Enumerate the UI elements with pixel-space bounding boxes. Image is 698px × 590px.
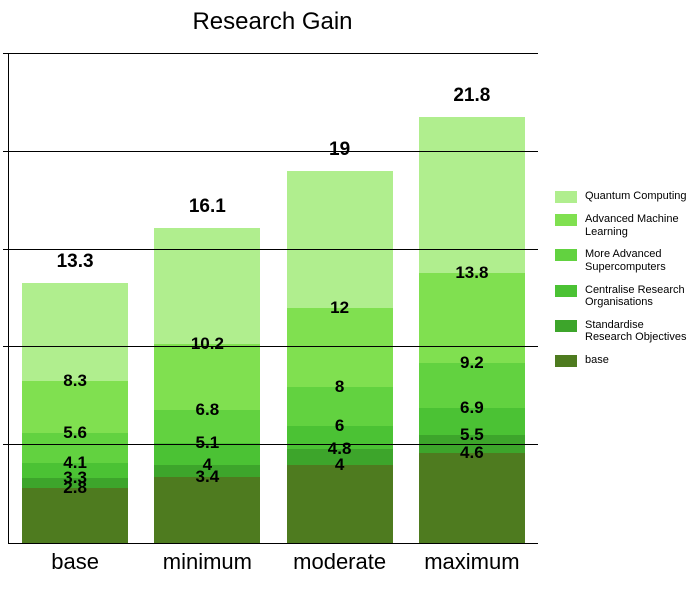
gridline	[9, 444, 538, 445]
bar-slot: 12864.8419moderate	[274, 54, 406, 543]
category-label: moderate	[293, 549, 386, 575]
legend-item: Quantum Computing	[555, 190, 691, 203]
segment-value-label: 4.6	[460, 443, 484, 463]
legend-swatch	[555, 355, 577, 367]
legend-label: Centralise Research Organisations	[585, 284, 691, 309]
segment-value-label: 3.4	[196, 467, 220, 487]
bar-total-label: 21.8	[453, 85, 490, 107]
legend-item: Standardise Research Objectives	[555, 319, 691, 344]
bar-segment	[287, 308, 393, 386]
legend-swatch	[555, 191, 577, 203]
segment-value-label: 5.6	[63, 423, 87, 443]
bar-total-label: 13.3	[57, 251, 94, 273]
legend-item: Advanced Machine Learning	[555, 213, 691, 238]
bar-slot: 13.89.26.95.54.621.8maximum	[406, 54, 538, 543]
bar-total-label: 16.1	[189, 196, 226, 218]
segment-value-label: 2.8	[63, 478, 87, 498]
plot-area: 8.35.64.13.32.813.3base10.26.85.143.416.…	[8, 54, 538, 544]
legend-label: Advanced Machine Learning	[585, 213, 691, 238]
legend-label: Quantum Computing	[585, 190, 687, 203]
segment-value-label: 4	[335, 455, 344, 475]
bar-segment	[419, 453, 525, 543]
y-tick	[3, 151, 9, 152]
legend-swatch	[555, 285, 577, 297]
segment-value-label: 10.2	[191, 334, 224, 354]
bar-segment	[22, 283, 128, 381]
bar-slot: 10.26.85.143.416.1minimum	[141, 54, 273, 543]
y-tick	[3, 249, 9, 250]
segment-value-label: 8.3	[63, 371, 87, 391]
stacked-bar: 10.26.85.143.416.1	[154, 228, 260, 543]
stacked-bar: 8.35.64.13.32.813.3	[22, 283, 128, 543]
legend-label: More Advanced Supercomputers	[585, 248, 691, 273]
stacked-bar: 13.89.26.95.54.621.8	[419, 117, 525, 543]
category-label: base	[51, 549, 99, 575]
bar-segment	[287, 171, 393, 308]
segment-value-label: 13.8	[455, 263, 488, 283]
stacked-bar: 12864.8419	[287, 171, 393, 543]
segment-value-label: 6	[335, 416, 344, 436]
bar-slot: 8.35.64.13.32.813.3base	[9, 54, 141, 543]
y-tick	[3, 346, 9, 347]
category-label: maximum	[424, 549, 519, 575]
gridline	[9, 151, 538, 152]
legend-item: More Advanced Supercomputers	[555, 248, 691, 273]
chart-container: Research Gain 8.35.64.13.32.813.3base10.…	[0, 0, 698, 590]
gridline	[9, 346, 538, 347]
bar-segment	[287, 465, 393, 543]
legend-swatch	[555, 249, 577, 261]
legend-label: base	[585, 354, 609, 367]
segment-value-label: 9.2	[460, 353, 484, 373]
legend-swatch	[555, 214, 577, 226]
segment-value-label: 6.9	[460, 398, 484, 418]
segment-value-label: 8	[335, 377, 344, 397]
legend-label: Standardise Research Objectives	[585, 319, 691, 344]
legend: Quantum Computing Advanced Machine Learni…	[555, 190, 691, 377]
chart-title: Research Gain	[0, 8, 545, 36]
gridline	[9, 249, 538, 250]
y-tick	[3, 444, 9, 445]
category-label: minimum	[163, 549, 252, 575]
segment-value-label: 12	[330, 298, 349, 318]
bar-segment	[419, 273, 525, 363]
legend-item: base	[555, 354, 691, 367]
segment-value-label: 6.8	[196, 400, 220, 420]
legend-swatch	[555, 320, 577, 332]
gridline	[9, 53, 538, 54]
legend-item: Centralise Research Organisations	[555, 284, 691, 309]
y-tick	[3, 53, 9, 54]
bar-segment	[154, 228, 260, 343]
bars-container: 8.35.64.13.32.813.3base10.26.85.143.416.…	[9, 54, 538, 543]
